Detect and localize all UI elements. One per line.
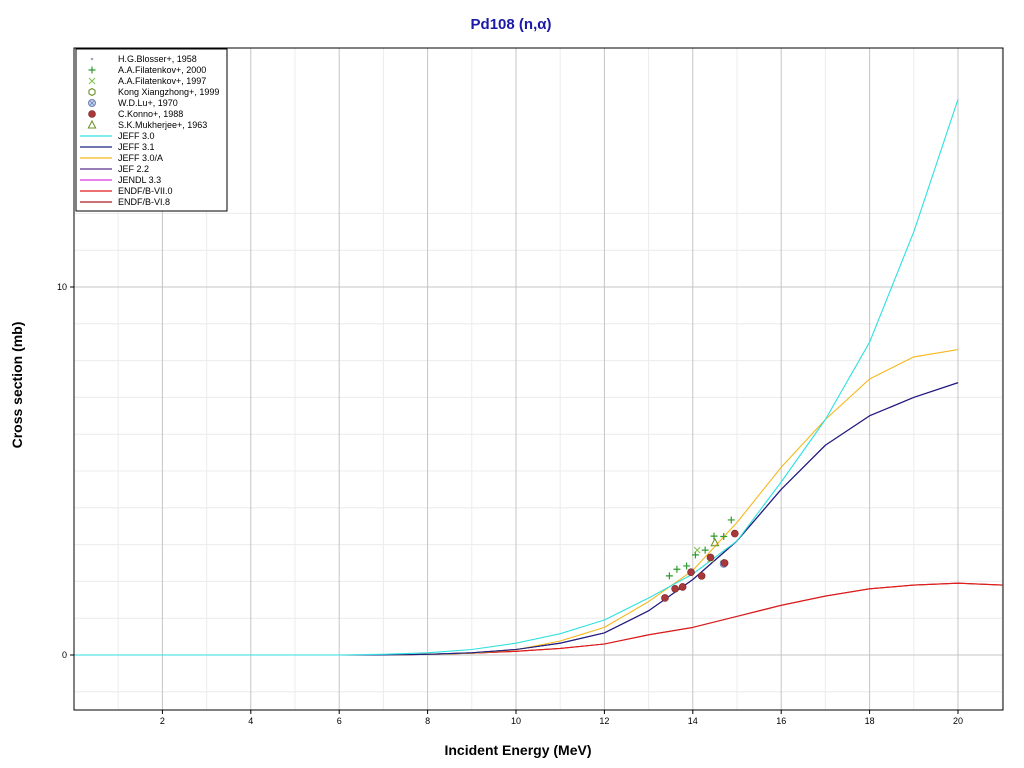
legend-entry: S.K.Mukherjee+, 1963 bbox=[87, 119, 207, 130]
data-point bbox=[710, 537, 720, 547]
legend-marker bbox=[88, 77, 96, 85]
x-tick-label: 8 bbox=[425, 716, 430, 726]
legend-label: S.K.Mukherjee+, 1963 bbox=[118, 120, 207, 130]
data-point bbox=[710, 532, 718, 540]
data-point bbox=[661, 594, 669, 602]
legend-marker bbox=[88, 110, 96, 118]
legend-label: ENDF/B-VII.0 bbox=[118, 186, 173, 196]
data-point bbox=[673, 565, 681, 573]
legend-entry: W.D.Lu+, 1970 bbox=[88, 98, 178, 108]
legend-marker bbox=[90, 57, 94, 61]
series-line-jeff-3-1 bbox=[74, 382, 959, 656]
legend-label: A.A.Filatenkov+, 2000 bbox=[118, 65, 206, 75]
legend-label: JEFF 3.0 bbox=[118, 131, 155, 141]
series-points-c-konno-1988 bbox=[661, 529, 739, 602]
x-tick-label: 12 bbox=[599, 716, 609, 726]
x-tick-label: 4 bbox=[248, 716, 253, 726]
data-point bbox=[665, 572, 673, 580]
legend-entry: Kong Xiangzhong+, 1999 bbox=[88, 87, 219, 97]
x-tick-label: 2 bbox=[160, 716, 165, 726]
series-line-jeff-3-0 bbox=[74, 99, 959, 656]
data-point bbox=[683, 562, 691, 570]
data-point bbox=[687, 568, 695, 577]
x-axis-title: Incident Energy (MeV) bbox=[444, 742, 591, 758]
legend-label: W.D.Lu+, 1970 bbox=[118, 98, 178, 108]
x-tick-label: 18 bbox=[865, 716, 875, 726]
data-point bbox=[730, 529, 739, 538]
legend-marker bbox=[88, 87, 96, 97]
data-point bbox=[697, 572, 706, 580]
legend-label: JEF 2.2 bbox=[118, 164, 149, 174]
data-point bbox=[678, 583, 687, 591]
legend-marker-cross bbox=[89, 100, 95, 106]
legend-label: C.Konno+, 1988 bbox=[118, 109, 183, 119]
chart-title: Pd108 (n,α) bbox=[471, 16, 552, 33]
legend-entry: JEFF 3.1 bbox=[80, 142, 155, 152]
y-tick-label: 10 bbox=[57, 282, 67, 292]
data-point bbox=[706, 553, 715, 562]
legend-label: H.G.Blosser+, 1958 bbox=[118, 54, 197, 64]
data-point bbox=[701, 546, 709, 554]
data-point bbox=[727, 516, 735, 524]
legend-entry: JEF 2.2 bbox=[80, 164, 149, 174]
plot-series bbox=[74, 99, 1003, 656]
legend-entry: JEFF 3.0 bbox=[80, 131, 155, 141]
data-point bbox=[720, 559, 729, 567]
x-tick-label: 20 bbox=[953, 716, 963, 726]
legend-entry: ENDF/B-VII.0 bbox=[80, 186, 173, 196]
grid bbox=[74, 48, 1003, 710]
data-point bbox=[720, 533, 728, 541]
y-axis-title: Cross section (mb) bbox=[9, 322, 25, 449]
legend-entry: A.A.Filatenkov+, 2000 bbox=[88, 65, 206, 75]
series-points-a-a-filatenkov-2000 bbox=[665, 516, 735, 580]
legend-label: A.A.Filatenkov+, 1997 bbox=[118, 76, 206, 86]
legend-entry: C.Konno+, 1988 bbox=[88, 109, 183, 119]
legend-marker bbox=[88, 66, 96, 74]
legend-marker bbox=[87, 119, 97, 129]
legend-label: ENDF/B-VI.8 bbox=[118, 197, 170, 207]
x-tick-label: 16 bbox=[776, 716, 786, 726]
data-point bbox=[671, 584, 679, 593]
legend-box bbox=[75, 48, 228, 212]
legend-entry: JEFF 3.0/A bbox=[80, 153, 163, 163]
legend-label: Kong Xiangzhong+, 1999 bbox=[118, 87, 219, 97]
y-tick-label: 0 bbox=[62, 650, 67, 660]
x-tick-label: 14 bbox=[688, 716, 698, 726]
legend-label: JEFF 3.1 bbox=[118, 142, 155, 152]
legend-entry: H.G.Blosser+, 1958 bbox=[90, 54, 197, 64]
axis-ticks: 2 4 6 8 10 12 14 16 18 20 0 10 bbox=[57, 282, 963, 726]
legend-entry: A.A.Filatenkov+, 1997 bbox=[88, 76, 206, 86]
x-tick-label: 10 bbox=[511, 716, 521, 726]
series-points-s-k-mukherjee-1963 bbox=[710, 537, 720, 547]
data-point bbox=[693, 546, 701, 554]
legend-label: JEFF 3.0/A bbox=[118, 153, 163, 163]
plot-frame bbox=[73, 47, 1004, 711]
x-tick-label: 6 bbox=[337, 716, 342, 726]
legend-entry: ENDF/B-VI.8 bbox=[80, 197, 170, 207]
legend-entry: JENDL 3.3 bbox=[80, 175, 161, 185]
legend-label: JENDL 3.3 bbox=[118, 175, 161, 185]
